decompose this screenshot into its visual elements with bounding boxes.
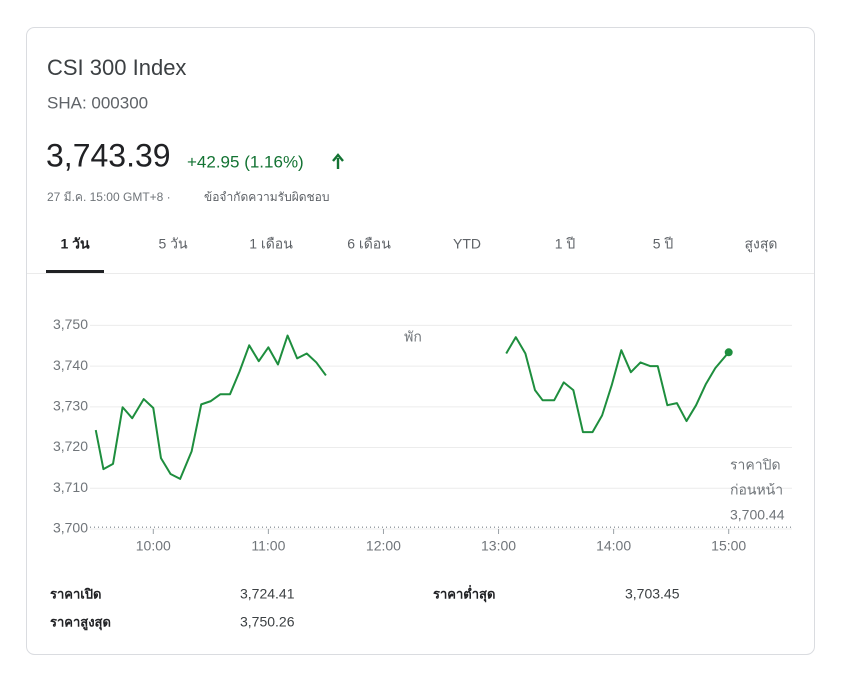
tab[interactable]: 1 วัน — [60, 236, 90, 252]
y-tick-label: 3,740 — [53, 357, 88, 373]
tab[interactable]: 5 ปี — [653, 236, 674, 252]
annotation: พัก — [404, 329, 422, 345]
y-tick-label: 3,750 — [53, 316, 88, 332]
tab-underline — [46, 270, 104, 273]
tab[interactable]: 1 เดือน — [249, 236, 293, 252]
x-tick-label: 14:00 — [596, 538, 631, 554]
tab[interactable]: 5 วัน — [158, 236, 188, 252]
title: CSI 300 Index — [47, 55, 186, 80]
end-point — [724, 348, 733, 357]
stat-label: ราคาเปิด — [50, 586, 101, 601]
timestamp: 27 มี.ค. 15:00 GMT+8 · — [47, 190, 171, 204]
y-tick-label: 3,720 — [53, 438, 88, 454]
x-tick-label: 12:00 — [366, 538, 401, 554]
change: +42.95 (1.16%) — [187, 152, 304, 171]
stat-value: 3,724.41 — [240, 586, 295, 602]
previous-close-label: ก่อนหน้า — [730, 482, 783, 498]
disclaimer-link[interactable]: ข้อจำกัดความรับผิดชอบ — [204, 190, 330, 204]
ticker: SHA: 000300 — [47, 93, 148, 112]
stat-value: 3,703.45 — [625, 586, 680, 602]
x-tick-label: 10:00 — [136, 538, 171, 554]
tab[interactable]: 6 เดือน — [347, 236, 391, 252]
price-line — [94, 334, 730, 480]
tab[interactable]: 1 ปี — [555, 236, 576, 252]
x-tick-label: 15:00 — [711, 538, 746, 554]
stat-label: ราคาสูงสุด — [50, 614, 111, 630]
previous-close-value: 3,700.44 — [730, 507, 785, 523]
up-arrow — [332, 153, 344, 169]
area — [95, 335, 729, 529]
stat-value: 3,750.26 — [240, 614, 295, 630]
stat-label: ราคาต่ำสุด — [433, 584, 495, 602]
x-tick-label: 11:00 — [251, 538, 285, 554]
y-tick-label: 3,700 — [53, 520, 88, 536]
y-tick-label: 3,730 — [53, 398, 88, 414]
tab[interactable]: YTD — [453, 236, 481, 252]
price: 3,743.39 — [46, 137, 171, 173]
y-tick-label: 3,710 — [53, 479, 88, 495]
tab[interactable]: สูงสุด — [744, 236, 777, 253]
x-tick-label: 13:00 — [481, 538, 516, 554]
previous-close-label: ราคาปิด — [730, 457, 781, 473]
